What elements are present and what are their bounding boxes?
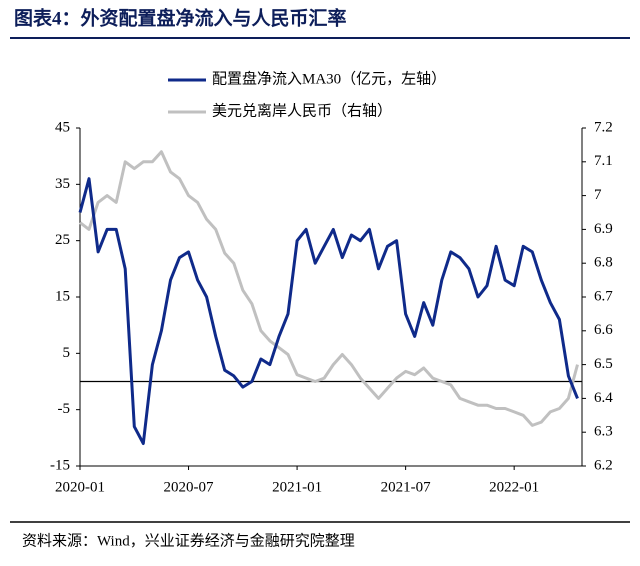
y2-tick-label: 7.1 <box>594 153 613 169</box>
y2-tick-label: 7.2 <box>594 119 613 135</box>
y-tick-label: 15 <box>55 288 70 304</box>
chart-title: 图表4：外资配置盘净流入与人民币汇率 <box>14 6 347 29</box>
y2-tick-label: 6.4 <box>594 390 613 406</box>
y-tick-label: 45 <box>55 119 70 135</box>
series-line <box>78 177 579 445</box>
x-tick-label: 2022-01 <box>489 479 539 495</box>
y2-tick-label: 7 <box>594 187 602 203</box>
source-note: 资料来源：Wind，兴业证券经济与金融研究院整理 <box>22 531 355 549</box>
y2-tick-label: 6.6 <box>594 322 613 338</box>
y-tick-label: 5 <box>63 345 71 361</box>
series-line <box>79 150 579 427</box>
x-tick-label: 2020-01 <box>55 479 105 495</box>
y-tick-label: 25 <box>55 232 70 248</box>
y2-tick-label: 6.8 <box>594 255 613 271</box>
x-tick-label: 2020-07 <box>164 479 214 495</box>
y-tick-label: -5 <box>58 401 71 417</box>
y2-tick-label: 6.2 <box>594 457 613 473</box>
y-tick-label: -15 <box>50 457 70 473</box>
y2-tick-label: 6.9 <box>594 221 613 237</box>
x-tick-label: 2021-07 <box>381 479 431 495</box>
x-tick-label: 2021-01 <box>272 479 322 495</box>
legend-label: 配置盘净流入MA30（亿元，左轴） <box>212 69 446 87</box>
y2-tick-label: 6.3 <box>594 424 613 440</box>
y-tick-label: 35 <box>55 176 70 192</box>
legend-label: 美元兑离岸人民币（右轴） <box>212 102 392 119</box>
y2-tick-label: 6.5 <box>594 356 613 372</box>
y2-tick-label: 6.7 <box>594 288 613 304</box>
